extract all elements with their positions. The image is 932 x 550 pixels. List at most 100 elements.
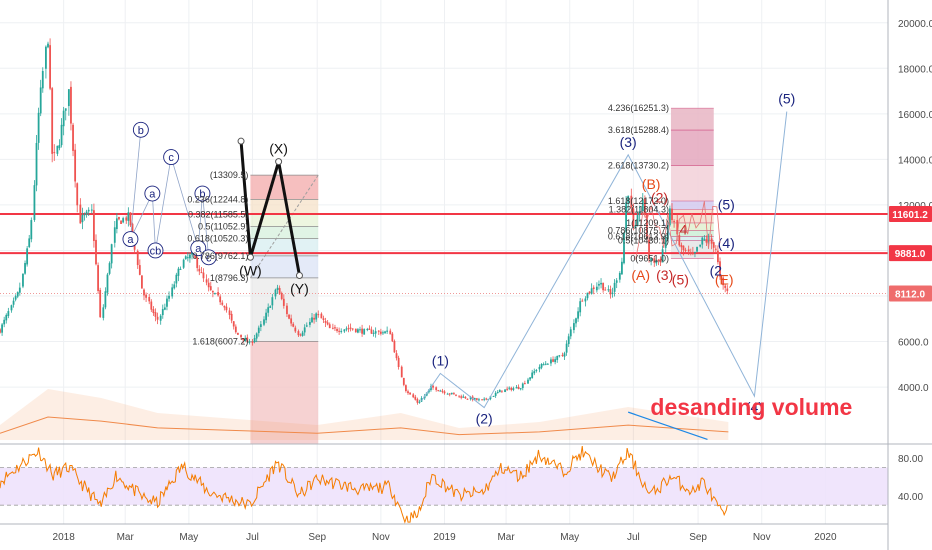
candle-body <box>595 286 598 291</box>
candle-body <box>671 208 673 220</box>
candle-body <box>118 216 120 220</box>
candle-body <box>391 333 394 342</box>
candle-body <box>189 254 191 259</box>
candle-body <box>242 338 245 341</box>
wave-abc-circle <box>163 149 180 166</box>
wave-wxy-label: (Y) <box>290 281 309 297</box>
candle-body <box>512 388 515 390</box>
candle-body <box>370 329 373 334</box>
annotation-desanding-volume: desanding volume <box>650 394 852 420</box>
price-tick-label: 18000.0 <box>898 64 932 75</box>
candle-body <box>12 300 15 305</box>
candle-body <box>577 311 579 319</box>
price-tick-label: 14000.0 <box>898 155 932 166</box>
fib-level-label: 0.236(12244.8) <box>187 194 248 204</box>
wave-abc-circle <box>200 249 217 266</box>
fib-level-label: 0.5(11052.9) <box>198 221 248 231</box>
candle-body <box>609 289 612 295</box>
candle-body <box>1 324 3 333</box>
time-tick-label: Jul <box>627 532 640 543</box>
candle-body <box>464 396 467 399</box>
candle-body <box>407 391 409 394</box>
price-tags: 11601.2 9881.0 8112.0 <box>889 206 932 302</box>
candle-body <box>724 285 727 288</box>
rsi-axis[interactable]: 40.00 80.00 <box>898 454 923 503</box>
fib-level-label: 0.786(10875.7) <box>608 226 669 236</box>
candle-body <box>168 295 170 299</box>
candle-body <box>726 288 729 291</box>
candle-body <box>129 212 132 226</box>
candle-body <box>397 357 400 368</box>
candle-body <box>523 383 526 385</box>
candle-body <box>150 301 153 310</box>
candle-body <box>638 211 641 216</box>
candle-body <box>575 318 577 324</box>
candle-body <box>618 272 621 280</box>
time-axis[interactable]: 2018 Mar May Jul Sep Nov 2019 Mar May Jul Sep Nov 20… <box>53 532 837 543</box>
candle-body <box>450 392 453 394</box>
fib-level-label: 1.382(11804.3) <box>609 204 669 214</box>
candle-body <box>41 71 44 89</box>
candle-body <box>682 245 685 251</box>
candle-body <box>328 324 331 329</box>
wave-2019-label: (B) <box>642 176 661 192</box>
candle-body <box>613 282 616 292</box>
wave-2019-label: (5) <box>672 272 689 288</box>
wave-impulse-label: (3) <box>620 134 637 150</box>
wave-2019-label: (5) <box>718 196 735 212</box>
wave-wxy-label: (W) <box>239 262 262 278</box>
candle-body <box>563 353 566 357</box>
candle-body <box>0 329 1 333</box>
candle-body <box>47 43 49 48</box>
candle-body <box>340 330 343 332</box>
wave-abc-label: a <box>195 243 202 255</box>
price-tag-label: 9881.0 <box>895 249 926 260</box>
candle-body <box>703 238 706 240</box>
wave-impulse-label: (2) <box>476 411 493 427</box>
candle-body <box>648 239 650 260</box>
candle-body <box>278 288 281 294</box>
candle-body <box>159 315 162 321</box>
candle-body <box>661 249 664 263</box>
rsi-line <box>0 445 728 524</box>
candle-body <box>506 388 509 390</box>
candle-body <box>446 393 449 395</box>
candle-body <box>292 323 295 327</box>
candle-body <box>684 249 687 251</box>
price-tick-label: 6000.0 <box>898 338 929 349</box>
time-tick-label: Mar <box>497 532 515 543</box>
candle-body <box>93 210 95 241</box>
candle-body <box>691 252 694 254</box>
candle-body <box>556 355 559 360</box>
time-tick-label: May <box>179 532 198 543</box>
candle-body <box>37 112 40 143</box>
candle-body <box>156 316 159 320</box>
candle-body <box>131 223 134 235</box>
time-tick-label: Sep <box>689 532 707 543</box>
fib-level-label: 1.618(12172.0) <box>608 196 669 206</box>
candle-body <box>79 204 82 224</box>
wave-impulse-line <box>421 111 788 409</box>
time-tick-label: 2018 <box>53 532 76 543</box>
candle-body <box>469 397 472 400</box>
candle-body <box>382 332 384 334</box>
candle-body <box>377 330 380 332</box>
candle-body <box>655 260 658 264</box>
candle-body <box>240 335 242 338</box>
fib-trend-line <box>250 174 319 279</box>
candle-body <box>97 265 99 291</box>
candle-body <box>489 396 492 400</box>
candle-body <box>366 328 369 330</box>
candle-body <box>70 86 72 124</box>
candle-body <box>336 328 338 331</box>
candle-body <box>263 319 265 325</box>
candle-body <box>414 396 417 400</box>
candle-body <box>253 338 256 343</box>
candle-body <box>315 313 318 320</box>
candle-body <box>219 296 222 303</box>
candle-body <box>58 145 61 149</box>
wave-impulse-label: (1) <box>432 352 449 368</box>
candle-body <box>453 393 455 395</box>
candle-body <box>120 220 122 224</box>
